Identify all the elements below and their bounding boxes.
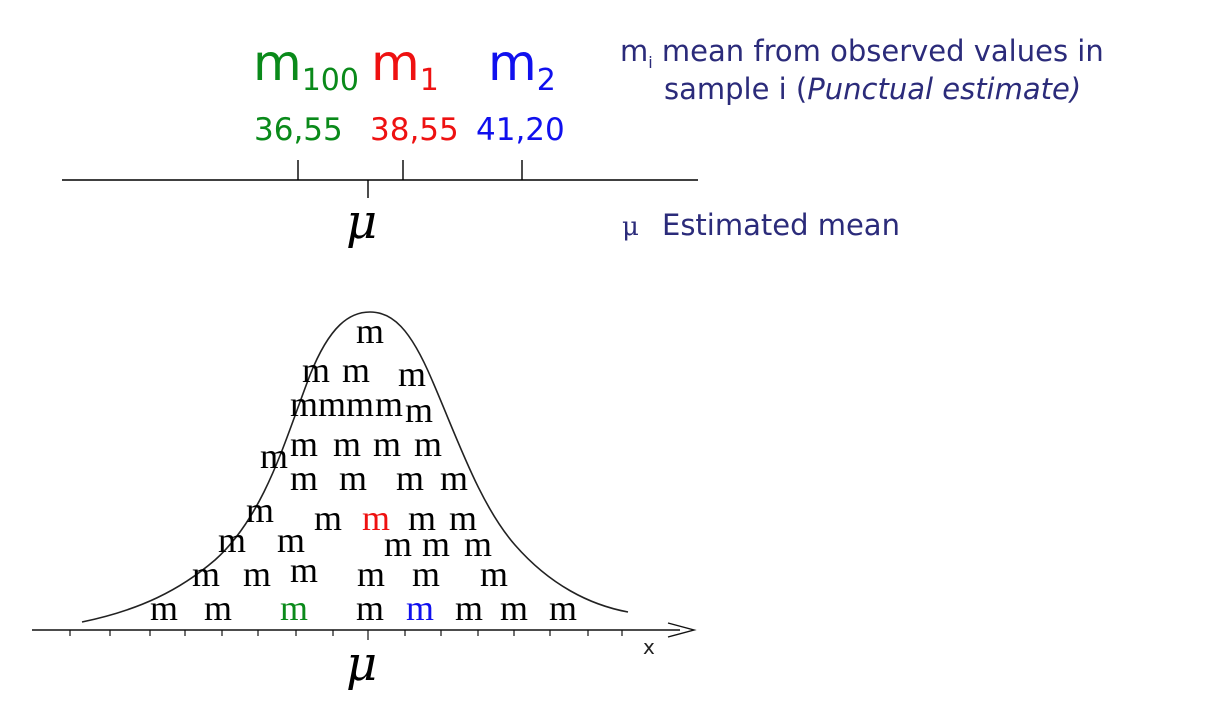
x-axis-ticks [69, 630, 623, 640]
sample-mean-mark: m [342, 350, 371, 390]
sample-label-base: m [371, 34, 420, 92]
sample-label-m1: m1 [371, 38, 439, 96]
sample-mean-mark: m [422, 524, 451, 564]
sample-value-m100: 36,55 [254, 112, 343, 148]
sample-mean-mark: m [440, 458, 469, 498]
sample-mean-mark: m [246, 490, 275, 530]
sample-label-subscript: 1 [419, 63, 439, 98]
sample-mean-mark: m [277, 520, 306, 560]
legend-mu-symbol: μ [622, 212, 639, 242]
sample-mean-mark: m [204, 588, 233, 628]
sample-mean-mark: m [260, 436, 289, 476]
sample-mean-mark: m [333, 424, 362, 464]
sample-mean-mark: m [384, 524, 413, 564]
mu-bottom-label: μ [346, 636, 378, 692]
mu-top-label: μ [346, 194, 378, 250]
sample-mean-mark: m [356, 588, 385, 628]
sample-mean-m2-mark: m [406, 588, 435, 628]
sample-mean-mark: m [408, 498, 437, 538]
sample-mean-mark: m [318, 384, 347, 424]
sample-mean-m1-mark: m [362, 498, 391, 538]
sample-mean-mark: m [357, 554, 386, 594]
sample-label-subscript: 100 [301, 63, 359, 98]
sample-mean-mark: m [290, 550, 319, 590]
sample-mean-mark: m [414, 424, 443, 464]
sample-mean-mark: m [373, 424, 402, 464]
sample-label-base: m [488, 34, 537, 92]
legend-mu-text: Estimated mean [662, 208, 900, 242]
sample-label-m100: m100 [253, 38, 359, 96]
legend-mi-text2: sample i ( [664, 71, 808, 106]
sample-mean-mark: m [302, 350, 331, 390]
sample-mean-mark: m [455, 588, 484, 628]
legend-mi-text: mean from observed values in [652, 34, 1104, 68]
legend-mi-line2: sample i (Punctual estimate) [620, 72, 1104, 107]
sample-mean-mark: m [314, 498, 343, 538]
sample-mean-mark: m [464, 524, 493, 564]
sample-mean-mark: m [290, 458, 319, 498]
x-axis-arrow [667, 622, 697, 638]
legend-mi: mi mean from observed values in sample i… [620, 34, 1104, 107]
sample-mean-mark: m [398, 354, 427, 394]
sample-mean-mark: m [396, 458, 425, 498]
sample-mean-mark: m [290, 424, 319, 464]
sample-mean-mark: m [150, 588, 179, 628]
sample-mean-mark: m [375, 384, 404, 424]
sample-label-base: m [253, 34, 302, 92]
sample-value-m2: 41,20 [476, 112, 565, 148]
sample-mean-mark: m [192, 554, 221, 594]
sample-mean-mark: m [356, 311, 385, 351]
legend-mi-symbol: m [620, 34, 649, 68]
legend-mi-italic: Punctual estimate) [807, 71, 1082, 106]
sample-mean-mark: m [339, 458, 368, 498]
sample-mean-mark: m [500, 588, 529, 628]
legend-mi-subscript: i [648, 52, 653, 72]
sample-mean-mark: m [412, 554, 441, 594]
sample-value-m1: 38,55 [370, 112, 459, 148]
sample-mean-mark: m [290, 384, 319, 424]
sample-mean-mark: m [449, 498, 478, 538]
sample-mean-mark: m [549, 588, 578, 628]
sample-mean-mark: m [405, 390, 434, 430]
normal-curve [81, 311, 629, 623]
sample-label-subscript: 2 [536, 63, 556, 98]
sample-label-m2: m2 [488, 38, 556, 96]
legend-mi-line1: mi mean from observed values in [620, 34, 1104, 72]
x-axis-label: x [643, 635, 655, 659]
sample-mean-mark: m [480, 554, 509, 594]
sample-mean-mark: m [218, 520, 247, 560]
sample-mean-mark: m [243, 554, 272, 594]
legend-mu: μ Estimated mean [622, 208, 900, 243]
sample-mean-m100-mark: m [280, 588, 309, 628]
sample-mean-mark: m [346, 384, 375, 424]
